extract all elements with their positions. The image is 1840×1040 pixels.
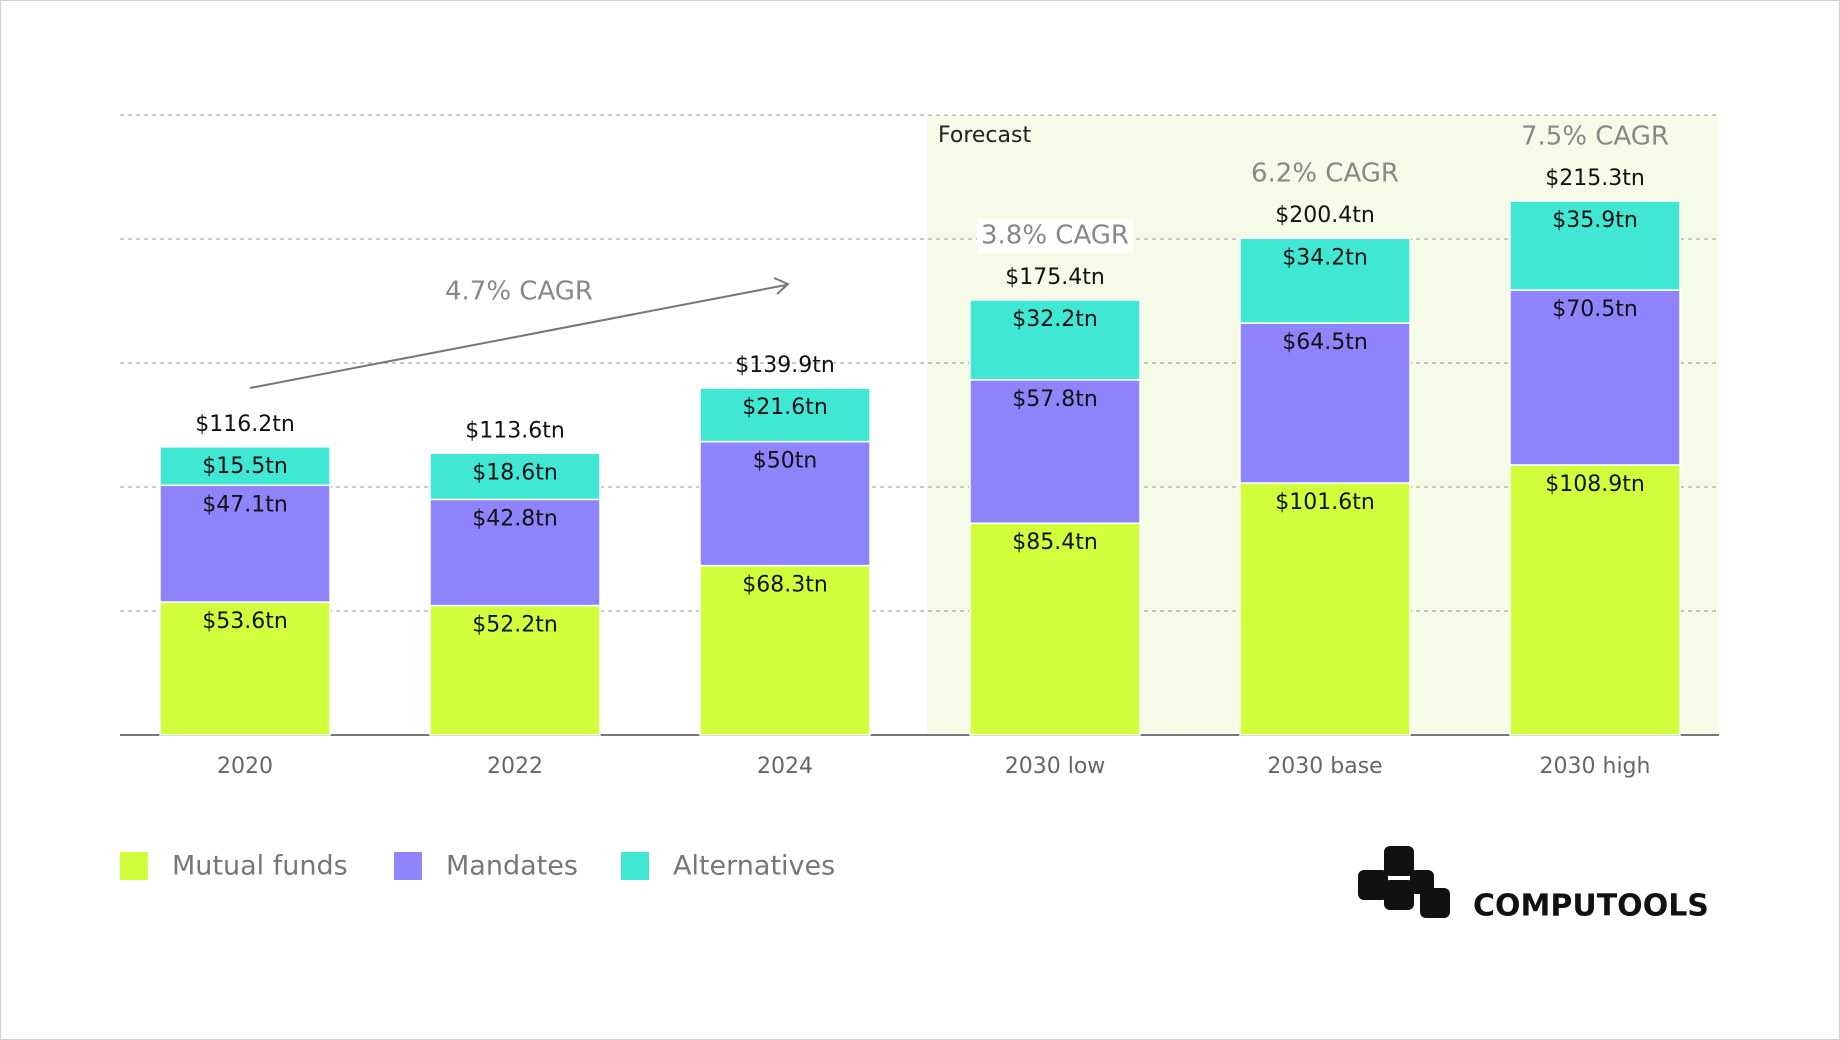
x-tick-label: 2022	[487, 754, 543, 779]
x-tick-label: 2020	[217, 754, 273, 779]
logo-block	[1384, 880, 1414, 910]
bar-segment	[1239, 322, 1411, 484]
logo-block	[1358, 870, 1388, 900]
value-label: $34.2tn	[1282, 245, 1368, 270]
value-label: $50tn	[753, 449, 818, 474]
cagr-annotation: 4.7% CAGR	[445, 277, 593, 307]
value-label: $21.6tn	[742, 395, 828, 420]
value-label: $57.8tn	[1012, 387, 1098, 412]
logo	[1358, 846, 1450, 918]
legend-swatch	[394, 852, 422, 880]
bar-segment	[429, 604, 601, 736]
total-label: $200.4tn	[1275, 203, 1375, 228]
bar-segment	[969, 379, 1141, 524]
brand-name: COMPUTOOLS	[1473, 889, 1709, 924]
value-label: $35.9tn	[1552, 208, 1638, 233]
total-label: $215.3tn	[1545, 166, 1645, 191]
value-label: $42.8tn	[472, 506, 558, 531]
bar-segment	[159, 484, 331, 603]
bar-segment	[699, 387, 871, 443]
value-label: $53.6tn	[202, 609, 288, 634]
total-label: $113.6tn	[465, 418, 565, 443]
x-tick-label: 2024	[757, 754, 813, 779]
x-tick-label: 2030 high	[1540, 754, 1651, 779]
cagr-arrow-head	[773, 277, 790, 295]
value-label: $85.4tn	[1012, 530, 1098, 555]
bar-segment	[699, 440, 871, 567]
bar-segment	[1239, 482, 1411, 736]
bar-segment	[699, 564, 871, 736]
x-tick-label: 2030 base	[1267, 754, 1382, 779]
legend-label: Alternatives	[673, 851, 835, 882]
logo-block	[1420, 888, 1450, 918]
value-label: $70.5tn	[1552, 297, 1638, 322]
forecast-label: Forecast	[938, 123, 1031, 148]
value-label: $68.3tn	[742, 573, 828, 598]
value-label: $108.9tn	[1545, 472, 1645, 497]
value-label: $52.2tn	[472, 613, 558, 638]
value-label: $101.6tn	[1275, 490, 1375, 515]
cagr-annotation: 3.8% CAGR	[981, 221, 1129, 251]
legend-swatch	[120, 852, 148, 880]
cagr-annotation: 6.2% CAGR	[1251, 159, 1399, 189]
bar-segment	[429, 498, 601, 607]
cagr-arrow	[249, 284, 787, 389]
total-label: $139.9tn	[735, 353, 835, 378]
bar-segment	[969, 299, 1141, 381]
legend-label: Mutual funds	[172, 851, 348, 882]
total-label: $116.2tn	[195, 412, 295, 437]
total-label: $175.4tn	[1005, 265, 1105, 290]
cagr-annotation: 7.5% CAGR	[1521, 122, 1669, 152]
value-label: $32.2tn	[1012, 307, 1098, 332]
bar-segment	[159, 446, 331, 487]
annotation-bg	[977, 219, 1133, 254]
value-label: $18.6tn	[472, 460, 558, 485]
bar-segment	[429, 452, 601, 501]
legend-label: Mandates	[446, 851, 578, 882]
legend-swatch	[621, 852, 649, 880]
bar-segment	[1239, 237, 1411, 324]
logo-block	[1384, 846, 1414, 876]
x-tick-label: 2030 low	[1005, 754, 1106, 779]
value-label: $15.5tn	[202, 454, 288, 479]
bar-segment	[1509, 464, 1681, 736]
value-label: $47.1tn	[202, 492, 288, 517]
value-label: $64.5tn	[1282, 330, 1368, 355]
bar-segment	[969, 522, 1141, 736]
bar-segment	[1509, 200, 1681, 291]
